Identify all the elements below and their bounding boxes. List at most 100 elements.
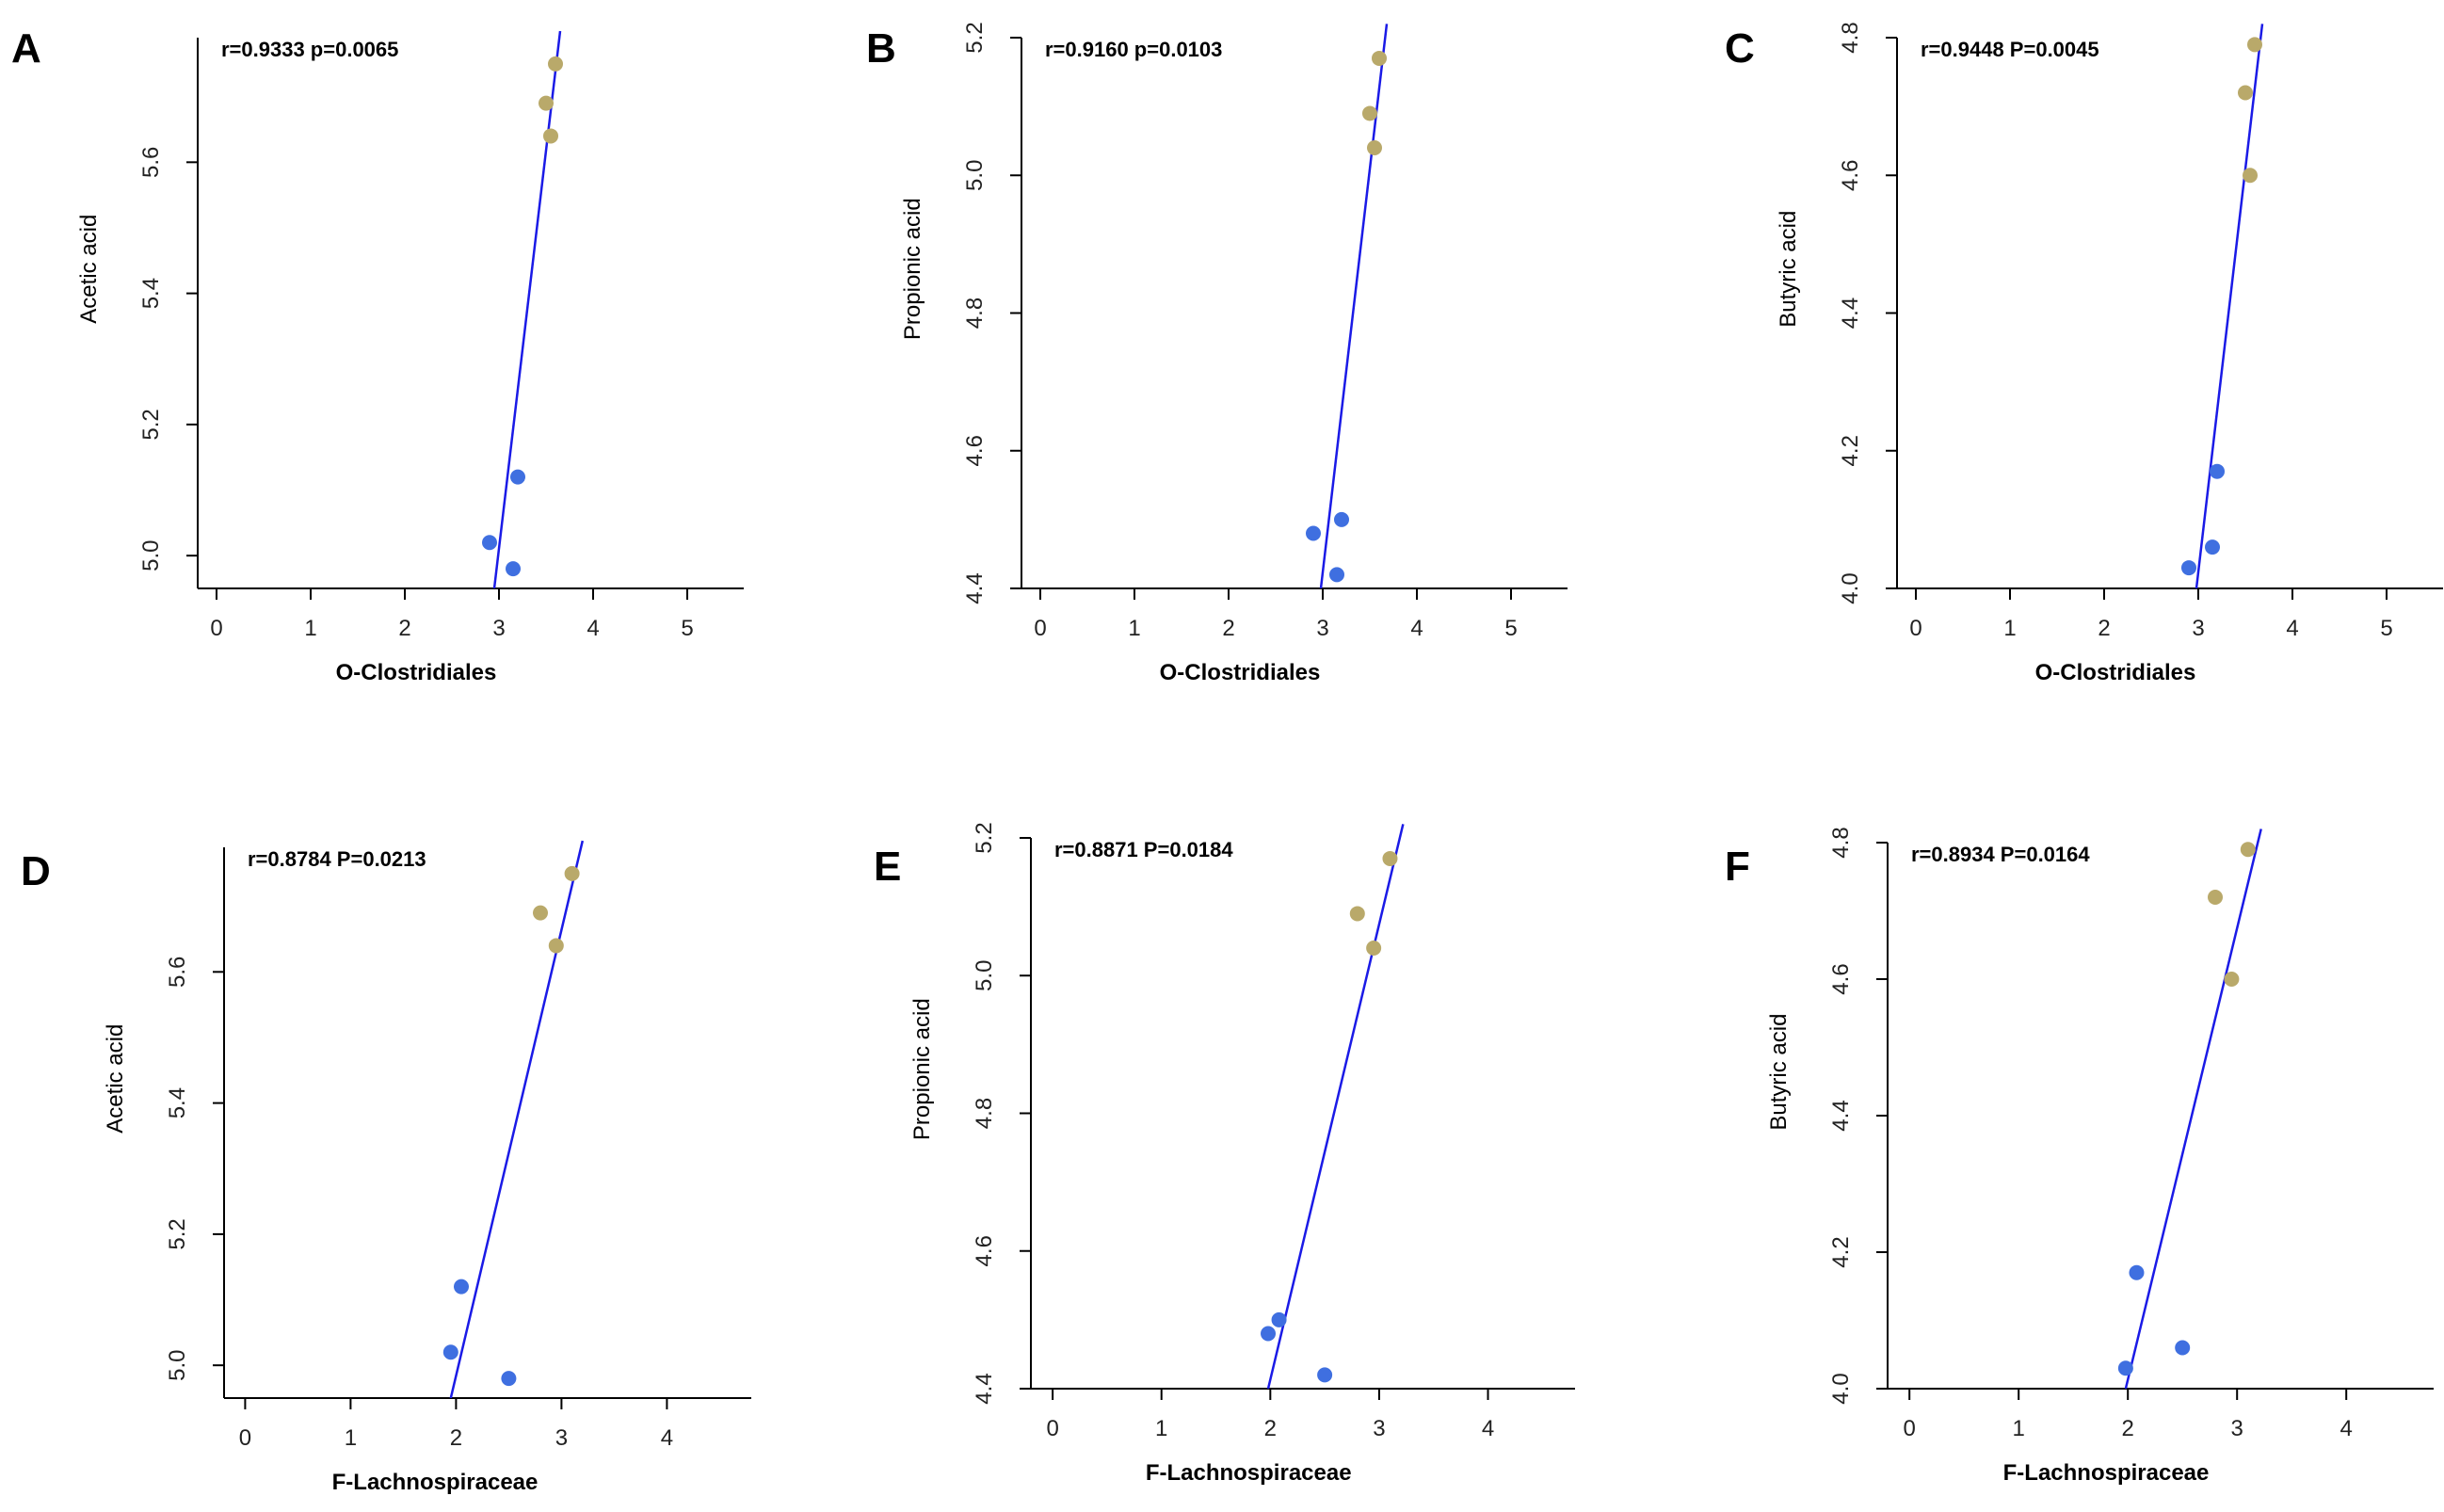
data-point-c	[2205, 539, 2220, 555]
x-tick-label-f: 1	[2013, 1416, 2025, 1441]
x-axis-label-c: O-Clostridiales	[2035, 660, 2196, 685]
y-tick-label-c: 4.4	[1838, 298, 1863, 329]
data-point-c	[2210, 463, 2225, 479]
y-tick-label-b: 4.4	[962, 572, 988, 603]
x-tick-label-b: 1	[1128, 616, 1140, 641]
x-tick-label-d: 4	[661, 1425, 673, 1451]
panel-letter-d: D	[21, 848, 51, 894]
panel-d: D 0 1 2 3 4 5.0 5.2 5.4 5.6 F-Lachnospiraceae Aceti…	[21, 840, 751, 1495]
y-tick-label-a: 5.0	[138, 539, 164, 571]
x-tick-label-b: 3	[1316, 616, 1328, 641]
x-axis-label-e: F-Lachnospiraceae	[1146, 1460, 1352, 1486]
data-point-b	[1367, 140, 1382, 155]
x-tick-label-e: 4	[1482, 1416, 1494, 1441]
regression-line-f	[2124, 828, 2262, 1389]
data-point-d	[501, 1371, 517, 1387]
x-tick-label-a: 1	[304, 616, 316, 641]
panel-letter-a: A	[11, 25, 41, 72]
x-tick-label-d: 0	[239, 1425, 251, 1451]
y-tick-label-c: 4.0	[1838, 572, 1863, 603]
data-point-c	[2247, 37, 2262, 53]
data-point-c	[2243, 168, 2258, 184]
panel-f: F 0 1 2 3 4 4.0 4.2 4.4 4.6 4.8 F-Lachnospiraceae Bu…	[1725, 827, 2434, 1486]
regression-line-a	[492, 30, 562, 588]
y-axis-label-f: Butyric acid	[1766, 1014, 1792, 1131]
y-tick-label-f: 4.6	[1828, 963, 1854, 994]
data-point-f	[2129, 1264, 2145, 1280]
x-axis-label-a: O-Clostridiales	[336, 660, 497, 685]
x-tick-label-b: 4	[1410, 616, 1423, 641]
panel-letter-b: B	[866, 25, 896, 72]
y-axis-label-e: Propionic acid	[909, 998, 935, 1140]
data-point-c	[2238, 85, 2253, 101]
x-tick-label-c: 1	[2003, 616, 2016, 641]
data-point-e	[1366, 941, 1382, 956]
y-tick-label-e: 4.8	[972, 1098, 997, 1129]
y-tick-label-b: 5.0	[962, 160, 988, 191]
data-point-d	[564, 865, 580, 881]
y-tick-label-f: 4.2	[1828, 1236, 1854, 1267]
y-tick-label-a: 5.2	[138, 409, 164, 440]
x-tick-label-c: 5	[2380, 616, 2392, 641]
x-axis-label-f: F-Lachnospiraceae	[2003, 1460, 2210, 1486]
correlation-annotation-f: r=0.8934 P=0.0164	[1911, 843, 2090, 866]
x-tick-label-b: 0	[1034, 616, 1046, 641]
correlation-annotation-b: r=0.9160 p=0.0103	[1045, 38, 1222, 61]
x-tick-label-f: 0	[1904, 1416, 1916, 1441]
x-tick-label-f: 2	[2122, 1416, 2134, 1441]
x-tick-label-a: 4	[587, 616, 599, 641]
y-axis-label-b: Propionic acid	[900, 198, 925, 340]
data-point-d	[533, 905, 548, 921]
correlation-annotation-d: r=0.8784 P=0.0213	[248, 847, 426, 871]
data-point-e	[1382, 850, 1398, 866]
data-point-a	[548, 56, 563, 72]
panel-b: B 0 1 2 3 4 5 4.4 4.6 4.8 5.0 5.2 O-Clostridiales Pro…	[866, 22, 1568, 685]
y-axis-label-d: Acetic acid	[103, 1024, 128, 1134]
x-tick-label-e: 0	[1046, 1416, 1058, 1441]
x-axis-label-b: O-Clostridiales	[1160, 660, 1321, 685]
x-tick-label-f: 4	[2340, 1416, 2353, 1441]
y-tick-label-c: 4.2	[1838, 435, 1863, 466]
data-point-d	[548, 938, 564, 954]
y-tick-label-e: 5.2	[972, 822, 997, 853]
y-axis-label-a: Acetic acid	[76, 215, 102, 324]
y-tick-label-a: 5.4	[138, 278, 164, 309]
data-point-b	[1329, 567, 1344, 583]
data-point-a	[539, 95, 554, 111]
x-tick-label-a: 3	[492, 616, 505, 641]
y-tick-label-c: 4.6	[1838, 160, 1863, 191]
x-tick-label-c: 4	[2286, 616, 2298, 641]
data-point-e	[1271, 1311, 1287, 1327]
panel-a: A 0 1 2 3 4 5 5.0 5.2 5.4 5.6 O-Clostridiales Acetic…	[11, 25, 744, 685]
data-point-a	[506, 561, 521, 577]
panel-letter-e: E	[874, 844, 901, 890]
y-tick-label-e: 4.4	[972, 1373, 997, 1404]
panel-letter-c: C	[1725, 25, 1755, 72]
x-tick-label-c: 2	[2098, 616, 2110, 641]
y-tick-label-e: 5.0	[972, 960, 997, 991]
y-tick-label-f: 4.8	[1828, 827, 1854, 858]
y-axis-label-c: Butyric acid	[1776, 211, 1801, 328]
correlation-annotation-c: r=0.9448 P=0.0045	[1921, 38, 2099, 61]
y-tick-label-d: 5.2	[165, 1218, 190, 1249]
x-tick-label-d: 2	[450, 1425, 462, 1451]
panel-c: C 0 1 2 3 4 5 4.0 4.2 4.4 4.6 4.8 O-Clostridiales But…	[1725, 22, 2443, 685]
x-tick-label-a: 0	[210, 616, 222, 641]
x-axis-label-d: F-Lachnospiraceae	[332, 1470, 539, 1495]
y-tick-label-b: 4.6	[962, 435, 988, 466]
data-point-f	[2175, 1340, 2191, 1356]
x-tick-label-d: 3	[555, 1425, 568, 1451]
data-point-f	[2208, 890, 2223, 905]
data-point-d	[442, 1344, 458, 1360]
data-point-c	[2181, 560, 2196, 576]
y-tick-label-d: 5.6	[165, 957, 190, 988]
y-tick-label-d: 5.0	[165, 1349, 190, 1380]
data-point-e	[1349, 906, 1365, 922]
x-tick-label-e: 3	[1373, 1416, 1385, 1441]
data-point-b	[1362, 105, 1377, 121]
y-tick-label-a: 5.6	[138, 147, 164, 178]
x-tick-label-f: 3	[2231, 1416, 2243, 1441]
data-point-d	[454, 1279, 469, 1295]
regression-line-e	[1266, 824, 1405, 1389]
